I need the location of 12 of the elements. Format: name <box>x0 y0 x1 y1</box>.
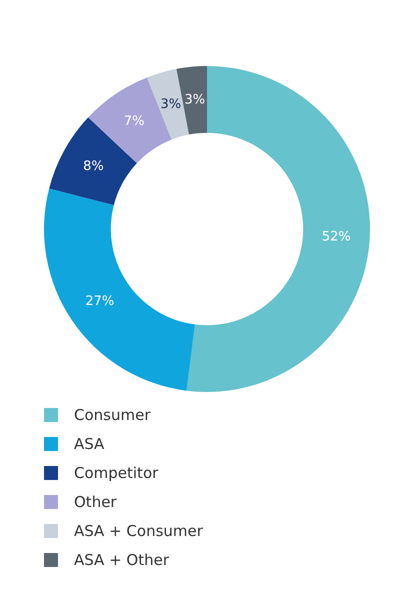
legend-label: ASA <box>74 434 104 452</box>
data-label: 52% <box>322 230 351 245</box>
data-label: 3% <box>184 92 206 108</box>
legend-label: Other <box>74 492 117 510</box>
data-label: 3% <box>160 96 182 112</box>
legend-label: ASA + Consumer <box>74 522 203 540</box>
legend-label: ASA + Other <box>74 550 170 568</box>
data-label: 8% <box>83 158 104 174</box>
legend-label: Consumer <box>74 406 150 424</box>
legend-label: Competitor <box>74 464 158 482</box>
data-label: 7% <box>124 114 144 130</box>
data-label: 27% <box>85 294 114 310</box>
